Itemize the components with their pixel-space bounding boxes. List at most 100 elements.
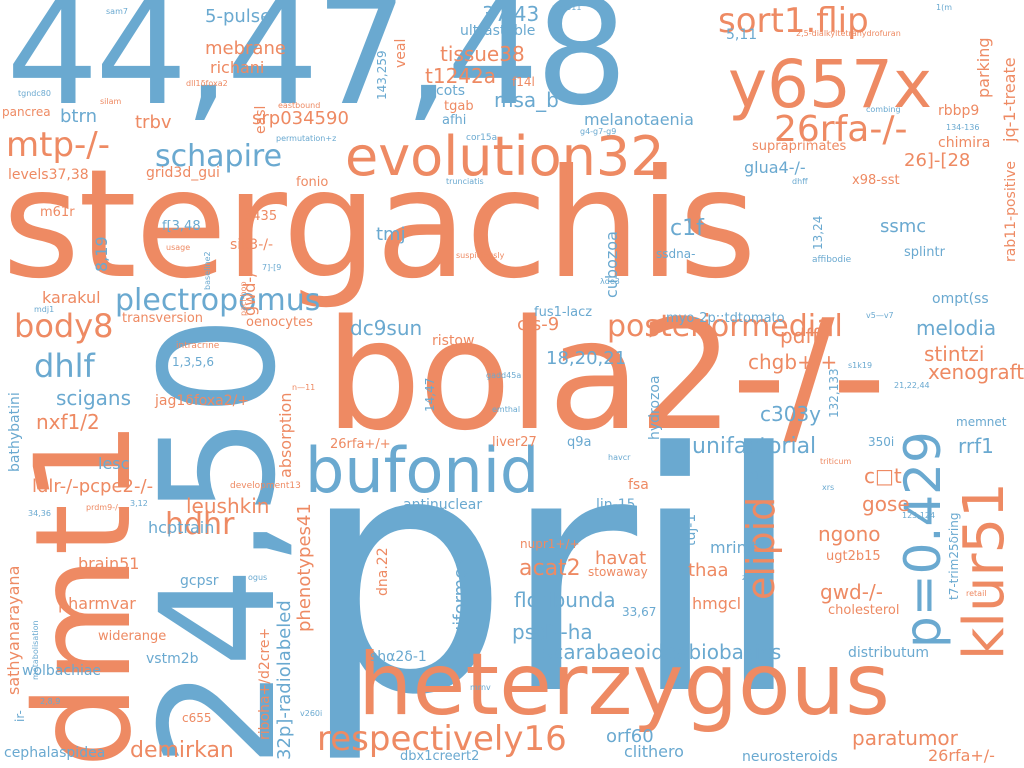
word: memnet xyxy=(956,415,1007,429)
word: gruiformes xyxy=(450,558,471,656)
word: jag1δfoxa2/+ xyxy=(155,393,250,409)
word: nupr1+/+ xyxy=(520,537,580,551)
word: scigans xyxy=(56,386,132,410)
word: gadd45a xyxy=(486,371,522,380)
word: xenografte xyxy=(928,360,1024,384)
word: plectropomus xyxy=(115,283,321,318)
word: pdff xyxy=(780,324,820,348)
word: 123,124 xyxy=(902,511,936,520)
word: pril xyxy=(300,383,805,767)
word: dhlf xyxy=(34,347,95,385)
word: suspiciously xyxy=(456,251,505,260)
word: rota xyxy=(746,467,775,483)
word: t7-trim25δring xyxy=(947,512,961,600)
word: ultrastable xyxy=(460,23,536,39)
word: usage xyxy=(166,243,191,252)
word: 37,43 xyxy=(482,2,540,26)
word: melanotaenia xyxy=(584,110,694,129)
word: 350i xyxy=(868,435,895,449)
word: cis-9 xyxy=(517,314,560,335)
word: stergachis xyxy=(2,138,757,312)
word: transversion xyxy=(122,311,204,326)
word: intracrine xyxy=(176,341,220,351)
word: x98-sst xyxy=(852,173,900,188)
word: dc9sun xyxy=(350,316,423,340)
word: cor15a xyxy=(466,133,498,143)
word: 14,47 xyxy=(423,377,437,412)
word: psd2-ha xyxy=(512,620,593,644)
word: 143,259 xyxy=(375,50,389,100)
word: leushkin xyxy=(186,494,270,518)
word: 3,12 xyxy=(130,499,148,508)
word: sik3-/- xyxy=(230,237,274,253)
word: tgndc80 xyxy=(18,89,51,98)
word: cephalaspidea xyxy=(4,745,106,761)
word: λde3 xyxy=(600,277,620,286)
word: sort1.flip xyxy=(718,1,869,41)
word: dbx1creert2 xyxy=(400,749,480,764)
word: metabolisation xyxy=(31,620,40,680)
word: hydrozoa xyxy=(647,375,663,440)
word: n—11 xyxy=(292,383,316,392)
word: 134-136 xyxy=(946,123,980,132)
word: ompt(ss xyxy=(932,291,989,307)
word: ogus xyxy=(248,573,268,582)
word: q9a xyxy=(567,435,592,450)
word: z—8 xyxy=(742,573,760,582)
word: 44,47,48 xyxy=(6,0,628,138)
word: paratumor xyxy=(852,726,958,750)
word: ugt2b15 xyxy=(826,549,881,564)
word: c1f xyxy=(670,216,704,241)
word: sathyanarayana xyxy=(4,565,23,695)
word: pancrea xyxy=(2,105,51,119)
word: v260i xyxy=(300,709,323,718)
word: cholesterol xyxy=(828,603,900,618)
word: havat xyxy=(595,548,647,569)
word: ssdna- xyxy=(656,247,696,261)
word: 132,133 xyxy=(827,368,841,418)
word: rbbp9 xyxy=(938,103,980,119)
word: karakul xyxy=(42,288,101,307)
word: shα2δ-1 xyxy=(370,649,427,665)
word: m61r xyxy=(40,205,75,220)
word: chgb+/+ xyxy=(748,350,838,374)
word: 1(m xyxy=(936,3,953,12)
word: havcr xyxy=(608,453,631,462)
word: cots xyxy=(436,83,466,99)
word: absorption xyxy=(276,392,295,478)
word: g4-g7-g9 xyxy=(580,127,617,136)
word: permutation+z xyxy=(276,134,337,143)
word: baseline2 xyxy=(203,251,212,290)
word: respectively16 xyxy=(317,719,567,759)
word: distributum xyxy=(848,645,929,661)
word: melodia xyxy=(916,316,997,340)
word: trunciatis xyxy=(446,177,484,186)
word: f14l xyxy=(512,75,535,89)
word: rab11-positive xyxy=(1003,160,1019,262)
word: riboha+/d2cre+ xyxy=(257,627,273,740)
word: thaa xyxy=(688,560,729,581)
word: tuj-1 xyxy=(683,513,699,546)
word: 33,67 xyxy=(622,605,657,619)
word: combing xyxy=(866,105,901,114)
word: supraprimates xyxy=(752,139,847,154)
word: trbv xyxy=(135,112,172,133)
word: demirkan xyxy=(130,738,234,763)
word: fsa xyxy=(628,477,649,493)
word: stintzi xyxy=(924,342,985,366)
word: 13,24 xyxy=(811,215,825,250)
word: hdhr xyxy=(165,507,235,542)
word: afhi xyxy=(442,113,467,128)
word: scarabaeoideabiobasics xyxy=(542,640,782,664)
word: 2,8,9 xyxy=(40,697,61,706)
word: t1242a xyxy=(425,64,496,88)
word: 8,19 xyxy=(92,236,111,272)
word: tmj xyxy=(376,224,406,245)
word: srp034590 xyxy=(252,108,349,129)
word: veal xyxy=(393,38,409,68)
word: c655 xyxy=(182,711,212,725)
word: btrn xyxy=(60,106,97,127)
word: klur51 xyxy=(952,482,1017,660)
word: 21,22,44 xyxy=(894,381,930,390)
